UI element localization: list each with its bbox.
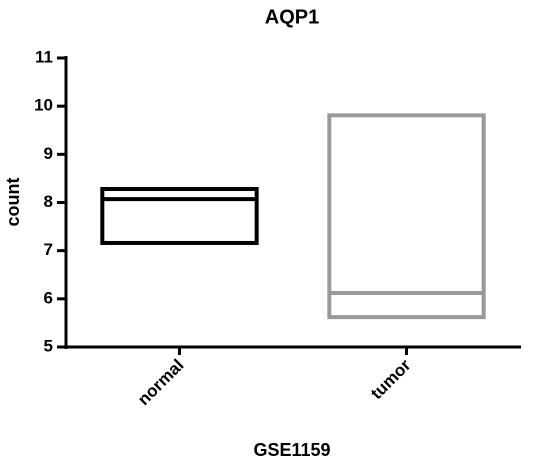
y-tick-label: 11 <box>35 47 53 66</box>
y-axis-title: count <box>3 178 23 227</box>
box <box>327 113 486 320</box>
y-tick-label: 6 <box>44 288 53 307</box>
y-tick-label: 5 <box>44 336 53 355</box>
y-tick-label: 7 <box>44 240 53 259</box>
x-tick-label: tumor <box>367 355 415 403</box>
y-tick-label: 9 <box>44 144 53 163</box>
x-axis-title: GSE1159 <box>253 440 330 460</box>
chart-title: AQP1 <box>265 6 319 28</box>
x-tick-label: normal <box>134 356 188 410</box>
y-tick-label: 8 <box>44 192 53 211</box>
box <box>100 187 259 245</box>
y-tick-label: 10 <box>34 96 53 115</box>
